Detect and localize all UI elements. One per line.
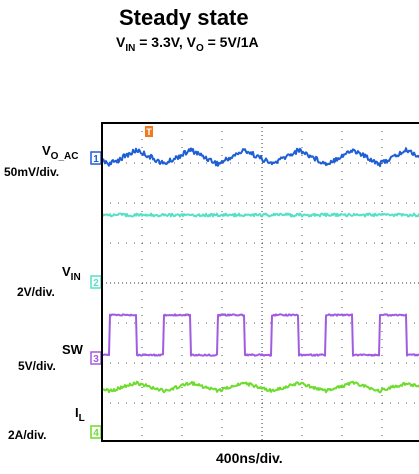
channel-marker-number: 2 xyxy=(93,278,99,289)
ch1-scale: 50mV/div. xyxy=(4,165,60,179)
scope-grid xyxy=(102,123,419,441)
channel-3-marker: 3 xyxy=(90,351,102,365)
ch2-scale: 2V/div. xyxy=(17,285,55,299)
ch4-symbol: I xyxy=(75,405,79,420)
vo-subscript: O xyxy=(195,43,204,54)
channel-marker-number: 4 xyxy=(93,428,99,439)
x-axis-label: 400ns/div. xyxy=(216,450,283,466)
ch3-scale: 5V/div. xyxy=(18,359,56,373)
vin-trace xyxy=(102,212,419,218)
channel-2-marker: 2 xyxy=(90,275,102,289)
ch1-subscript: O_AC xyxy=(50,151,79,162)
chart-title: Steady state xyxy=(119,5,249,30)
ch4-scale: 2A/div. xyxy=(8,428,47,442)
ch2-symbol: V xyxy=(62,264,71,279)
channel-1-marker: 1 xyxy=(90,151,102,165)
chart-subtitle: VIN = 3.3V, VO = 5V/1A xyxy=(116,34,259,54)
trigger-marker: T xyxy=(145,126,153,137)
trigger-marker-letter: T xyxy=(146,127,152,137)
scope-frame xyxy=(101,122,419,442)
channel-marker-number: 3 xyxy=(93,354,99,365)
ch3-symbol: SW xyxy=(62,342,83,357)
ch4-label: IL xyxy=(75,405,85,424)
vo-value: = 5V/1A xyxy=(203,34,259,50)
vo-symbol: V xyxy=(186,34,196,50)
channel-marker-number: 1 xyxy=(93,154,99,165)
vin-symbol: V xyxy=(116,34,126,50)
ch1-symbol: V xyxy=(42,143,51,158)
vout-ac-trace xyxy=(102,147,419,168)
ch2-subscript: IN xyxy=(70,272,81,283)
vin-value: = 3.3V, xyxy=(135,34,187,50)
il-trace xyxy=(102,380,419,394)
ch4-subscript: L xyxy=(78,413,85,424)
channel-4-marker: 4 xyxy=(90,425,102,439)
scope-traces xyxy=(102,147,419,394)
trigger-marker-box xyxy=(145,126,153,137)
ch1-label: VO_AC xyxy=(42,143,79,162)
vin-subscript: IN xyxy=(125,43,136,54)
ch2-label: VIN xyxy=(62,264,81,283)
sw-trace xyxy=(102,313,419,357)
ch3-label: SW xyxy=(62,342,83,359)
